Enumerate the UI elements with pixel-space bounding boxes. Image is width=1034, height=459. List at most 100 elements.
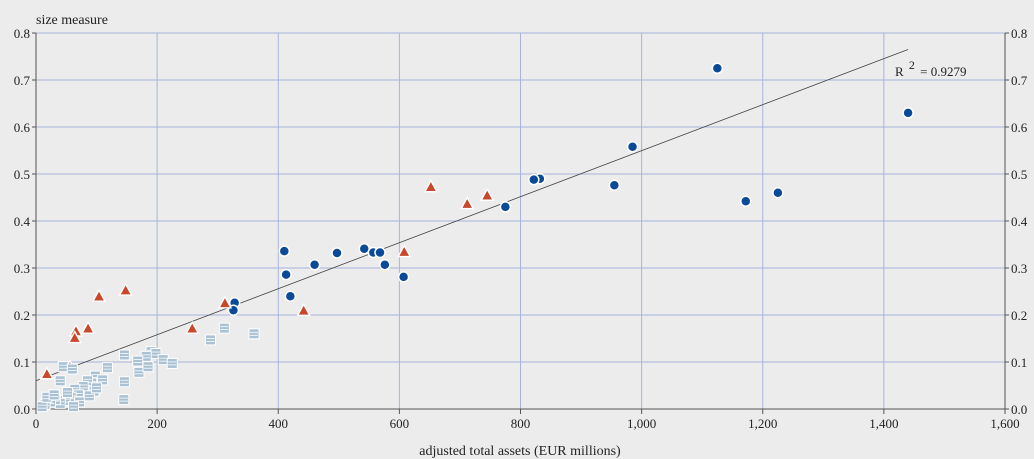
y-tick-label-left: 0.6: [14, 120, 31, 135]
data-point-square-body: [68, 401, 80, 413]
data-point-triangle: [397, 244, 412, 258]
r-squared-base: R: [895, 64, 904, 79]
data-point-triangle: [118, 282, 133, 296]
data-point-square-body: [118, 376, 130, 388]
data-point-square: [48, 389, 60, 401]
data-point-square: [166, 357, 178, 369]
data-point-square: [204, 334, 216, 346]
data-point-circle: [499, 201, 512, 213]
x-tick-label: 0: [33, 416, 40, 431]
data-point-triangle: [296, 302, 311, 316]
data-point-square-body: [36, 401, 48, 413]
x-tick-label: 800: [511, 416, 531, 431]
y-tick-label-right: 0.2: [1011, 308, 1027, 323]
y-tick-label-right: 0.6: [1011, 120, 1028, 135]
y-tick-label-right: 0.7: [1011, 73, 1028, 88]
data-point-square-body: [54, 375, 66, 387]
data-point-circle: [608, 179, 621, 192]
data-point-square: [57, 361, 69, 373]
data-point-square-body: [133, 366, 145, 378]
x-tick-label: 1,600: [990, 416, 1019, 431]
data-point-square-body: [157, 354, 169, 366]
data-point-square-body: [248, 328, 260, 340]
y-tick-label-left: 0.3: [14, 261, 30, 276]
data-point-square: [132, 355, 144, 367]
data-point-square: [118, 376, 130, 388]
x-tick-label: 200: [147, 416, 167, 431]
data-point-circle: [626, 140, 639, 153]
x-tick-label: 1,000: [627, 416, 656, 431]
x-tick-label: 600: [390, 416, 410, 431]
data-point-square: [248, 328, 260, 340]
data-point-square-body: [91, 382, 103, 394]
data-point-triangle: [67, 330, 82, 344]
data-point-circle: [902, 107, 914, 119]
x-axis-title: adjusted total assets (EUR millions): [419, 444, 621, 459]
data-point-triangle: [217, 295, 233, 309]
data-point-square-body: [101, 362, 113, 374]
data-point-circle: [711, 62, 724, 74]
data-point-square: [66, 363, 78, 375]
data-point-square-body: [204, 334, 216, 346]
data-point-square-body: [48, 389, 60, 401]
data-points: [36, 62, 914, 413]
data-point-square-body: [97, 374, 109, 386]
data-point-triangle: [185, 320, 200, 334]
data-point-square: [118, 394, 130, 406]
y-tick-label-left: 0.1: [14, 355, 30, 370]
data-point-square: [36, 401, 48, 413]
data-point-square-body: [142, 361, 154, 373]
trendline-group: [35, 49, 909, 382]
trendline: [35, 49, 909, 382]
data-point-circle: [772, 187, 784, 199]
y-tick-label-right: 0.3: [1011, 261, 1027, 276]
data-point-square: [91, 382, 103, 394]
y-tick-label-left: 0.8: [14, 26, 30, 41]
data-point-square: [61, 387, 73, 399]
r-squared-value: = 0.9279: [920, 64, 966, 79]
data-point-square: [54, 375, 66, 387]
data-point-square: [218, 322, 230, 334]
r-squared-sup: 2: [909, 58, 915, 72]
data-point-square-body: [66, 363, 78, 375]
y-tick-label-right: 0.8: [1011, 26, 1027, 41]
data-point-triangle: [39, 366, 55, 380]
data-point-triangle: [91, 288, 107, 302]
y-tick-label-right: 0.1: [1011, 355, 1027, 370]
data-point-square: [83, 390, 95, 402]
x-tick-label: 400: [269, 416, 289, 431]
data-point-square: [101, 362, 113, 374]
data-point-square-body: [218, 322, 230, 334]
x-tick-label: 1,200: [748, 416, 777, 431]
data-point-circle: [284, 290, 297, 302]
x-tick-label: 1,400: [869, 416, 898, 431]
data-point-square-body: [118, 394, 130, 406]
data-point-circle: [331, 247, 343, 259]
data-point-square: [142, 361, 154, 373]
data-point-circle: [280, 268, 292, 281]
data-point-square-body: [61, 387, 73, 399]
data-point-square: [118, 349, 130, 361]
data-point-square: [157, 354, 169, 366]
data-point-square: [97, 374, 109, 386]
data-point-square: [133, 366, 145, 378]
y-tick-label-left: 0.4: [14, 214, 31, 229]
data-point-square-body: [166, 357, 178, 369]
y-tick-label-left: 0.5: [14, 167, 30, 182]
data-point-square-body: [118, 349, 130, 361]
data-point-triangle: [80, 320, 96, 334]
gridlines: [36, 32, 1005, 409]
y-tick-label-left: 0.2: [14, 308, 30, 323]
y-tick-label-left: 0.0: [14, 402, 30, 417]
y-tick-label-right: 0.0: [1011, 402, 1027, 417]
data-point-square: [68, 401, 80, 413]
data-point-square-body: [132, 355, 144, 367]
y-tick-label-left: 0.7: [14, 73, 31, 88]
y-axis-title: size measure: [36, 13, 108, 28]
data-point-circle: [528, 173, 540, 186]
data-point-circle: [379, 258, 391, 271]
data-point-circle: [278, 245, 291, 257]
